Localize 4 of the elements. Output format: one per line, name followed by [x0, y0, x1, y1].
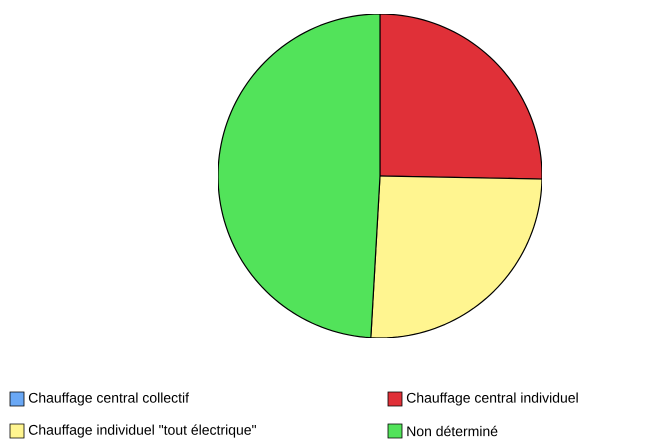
legend-label: Chauffage individuel "tout électrique" — [28, 424, 256, 438]
legend-label: Chauffage central collectif — [28, 392, 190, 406]
legend-label: Non déterminé — [407, 426, 498, 436]
legend-label: Chauffage central individuel — [406, 392, 578, 406]
